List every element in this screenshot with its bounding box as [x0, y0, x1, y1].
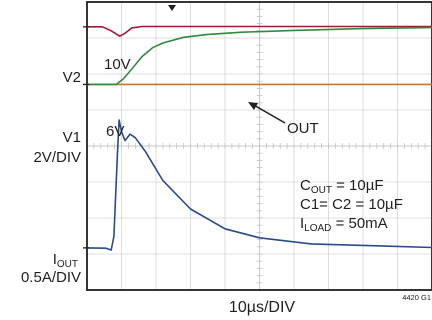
condition-cout-sub: OUT	[311, 185, 332, 196]
condition-iload: ILOAD = 50mA	[300, 215, 388, 234]
out-arrow-line	[251, 103, 286, 124]
condition-iload-sub: LOAD	[304, 223, 331, 234]
plot-frame	[86, 1, 432, 291]
trace-v1	[87, 83, 432, 86]
channel-label-iout-sub: OUT	[57, 259, 78, 270]
channel-scale-v1: 2V/DIV	[33, 149, 81, 166]
condition-c1-c2: C1= C2 = 10µF	[300, 196, 403, 213]
trigger-marker	[168, 5, 176, 11]
trace-v2	[87, 25, 432, 37]
level-label-10v: 10V	[104, 56, 131, 73]
traces	[86, 25, 432, 251]
condition-cout-rest: = 10µF	[332, 177, 384, 194]
channel-label-v2: V2	[63, 69, 81, 86]
condition-iload-main: I	[300, 215, 304, 232]
channel-label-v1: V1	[63, 129, 81, 146]
condition-cout: COUT = 10µF	[300, 177, 384, 196]
x-axis-label: 10µs/DIV	[229, 299, 295, 316]
figure-id: 4420 G1	[402, 293, 431, 302]
condition-iload-rest: = 50mA	[331, 215, 387, 232]
ground-markers	[83, 26, 89, 249]
channel-label-iout-main: I	[53, 251, 57, 268]
trace-out	[87, 26, 432, 86]
out-arrow-head	[248, 102, 258, 110]
out-annotation: OUT	[287, 120, 319, 137]
grid	[86, 1, 432, 291]
level-label-6v: 6V	[106, 123, 124, 140]
channel-label-iout: IOUT	[53, 251, 78, 270]
condition-cout-main: C	[300, 177, 311, 194]
channel-scale-iout: 0.5A/DIV	[21, 269, 81, 286]
trace-iout	[86, 119, 432, 251]
